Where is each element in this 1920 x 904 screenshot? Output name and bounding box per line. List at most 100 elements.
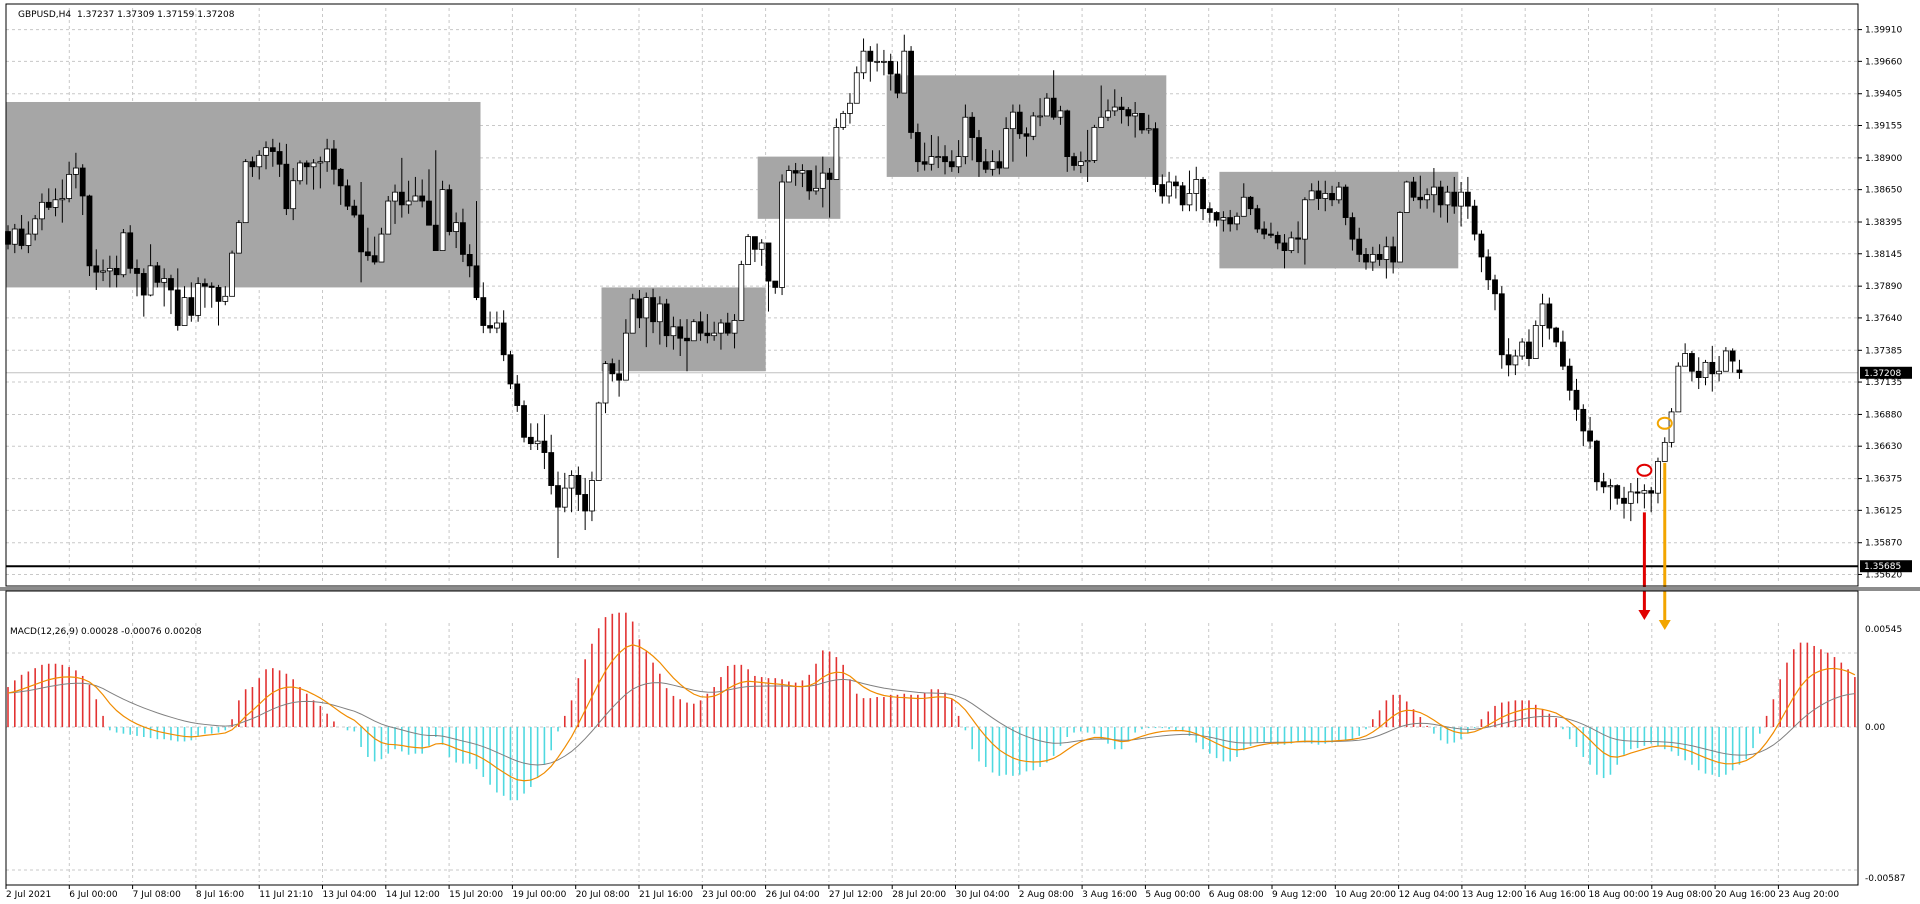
candle <box>1397 211 1403 263</box>
candle <box>738 260 745 321</box>
candle <box>1234 212 1240 231</box>
candle <box>1268 222 1274 238</box>
candle <box>147 244 154 297</box>
candle <box>602 361 609 414</box>
candle <box>575 466 582 511</box>
candle <box>1682 343 1689 367</box>
candle <box>731 314 738 349</box>
time-tick-label: 6 Jul 00:00 <box>69 890 118 900</box>
price-tick-label: 1.38900 <box>1865 154 1902 164</box>
candle <box>66 161 73 203</box>
signal-markers <box>1636 416 1673 630</box>
candle <box>229 250 235 297</box>
candle <box>1648 486 1655 513</box>
time-tick-label: 5 Aug 00:00 <box>1145 890 1200 900</box>
candle <box>86 194 93 276</box>
candle <box>1451 176 1458 214</box>
candle <box>1498 286 1505 369</box>
candle <box>18 215 25 250</box>
candle <box>670 316 677 350</box>
candle <box>317 156 324 189</box>
candle <box>11 223 18 254</box>
symbol-timeframe-label: GBPUSD,H4 <box>18 10 71 20</box>
time-tick-label: 3 Aug 16:00 <box>1082 890 1137 900</box>
price-tick-label: 1.37135 <box>1865 378 1902 388</box>
candle <box>1437 180 1444 218</box>
candle <box>1295 221 1301 254</box>
candle <box>1546 297 1553 340</box>
candle <box>419 179 426 208</box>
candle <box>398 157 405 218</box>
time-tick-label: 26 Jul 04:00 <box>766 890 820 900</box>
candle <box>1621 486 1627 519</box>
candle <box>208 282 215 308</box>
candle <box>1614 484 1621 505</box>
macd-signal-line <box>7 678 1855 766</box>
time-tick-label: 15 Jul 20:00 <box>449 890 503 900</box>
candle <box>1172 175 1179 199</box>
red-signal-marker <box>1636 463 1653 620</box>
current-price-label: 1.37208 <box>1864 369 1901 379</box>
candle <box>785 165 792 183</box>
price-tick-label: 1.39660 <box>1865 57 1902 67</box>
candle <box>561 472 568 513</box>
candle <box>887 53 894 91</box>
candlestick-series <box>5 34 1743 558</box>
candle <box>996 150 1003 175</box>
candle <box>100 259 106 282</box>
candle <box>568 470 575 513</box>
macd-window-border <box>5 590 1859 886</box>
candle <box>1553 326 1560 348</box>
candle <box>1301 197 1308 265</box>
candle <box>894 61 901 99</box>
candle <box>256 150 263 180</box>
candle <box>1424 188 1431 209</box>
time-tick-label: 20 Jul 08:00 <box>576 890 630 900</box>
candle <box>1111 89 1118 116</box>
macd-label: MACD(12,26,9) <box>10 627 78 637</box>
candle <box>853 66 860 104</box>
candle <box>1478 230 1485 273</box>
candle <box>1505 338 1512 377</box>
candle <box>1661 437 1668 462</box>
candle <box>181 286 188 326</box>
candle <box>1240 183 1247 217</box>
candle <box>1695 357 1702 390</box>
candle <box>758 239 765 266</box>
candle <box>1193 166 1200 212</box>
candle <box>534 423 541 451</box>
time-tick-label: 6 Aug 08:00 <box>1209 890 1264 900</box>
candle <box>942 145 948 175</box>
candle <box>1566 358 1573 401</box>
candle <box>154 262 161 288</box>
candle <box>819 156 826 208</box>
candle <box>1105 99 1111 122</box>
candle <box>1417 175 1424 209</box>
candle <box>881 49 887 76</box>
candle <box>1363 248 1369 270</box>
candle <box>1369 246 1376 271</box>
candle <box>1600 472 1607 494</box>
candle <box>1098 85 1105 128</box>
window-separator[interactable] <box>0 587 1920 591</box>
candle <box>1247 195 1254 216</box>
price-tick-label: 1.38650 <box>1865 186 1902 196</box>
candle <box>1675 362 1682 413</box>
price-tick-label: 1.39910 <box>1865 26 1902 36</box>
candle <box>460 208 466 263</box>
candle <box>1560 330 1566 370</box>
candle <box>1607 479 1614 510</box>
candle <box>1010 104 1016 162</box>
candle <box>799 164 806 188</box>
time-tick-label: 23 Jul 00:00 <box>702 890 756 900</box>
candle <box>453 212 460 249</box>
candle <box>847 93 853 124</box>
candle <box>914 123 921 172</box>
candle <box>772 280 779 294</box>
price-tick-label: 1.35620 <box>1865 570 1902 580</box>
candle <box>1118 96 1125 124</box>
candle <box>989 150 996 176</box>
price-tick-label: 1.38395 <box>1865 218 1902 228</box>
candle <box>1702 359 1709 386</box>
